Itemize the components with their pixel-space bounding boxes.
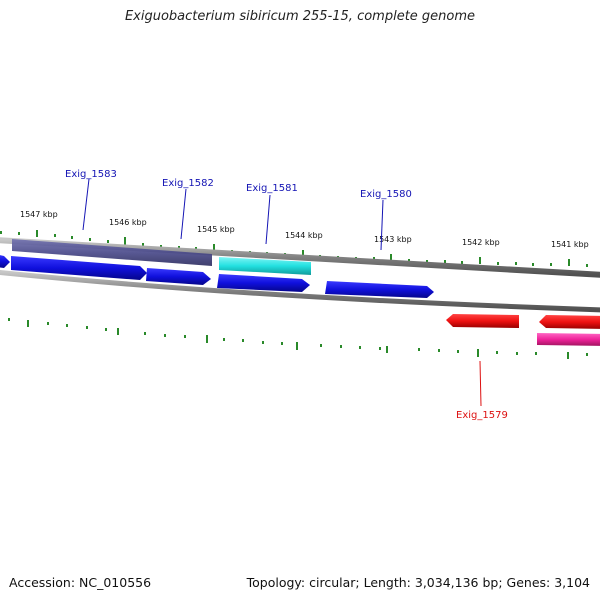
ruler-label: 1546 kbp xyxy=(109,218,147,227)
ruler-label: 1544 kbp xyxy=(285,231,323,240)
map-title: Exiguobacterium sibiricum 255-15, comple… xyxy=(124,9,476,24)
outer-ruler-ticks xyxy=(0,230,588,267)
cds-arrow-reverse xyxy=(539,315,600,329)
ruler-label: 1543 kbp xyxy=(374,235,412,244)
gene-label-exig-1581[interactable]: Exig_1581 xyxy=(246,183,298,194)
feature-band-cyan xyxy=(219,257,311,275)
cds-arrow-forward xyxy=(217,274,310,292)
gene-label-exig-1580[interactable]: Exig_1580 xyxy=(360,189,412,200)
gene-label-exig-1583[interactable]: Exig_1583 xyxy=(65,169,117,180)
ruler-label: 1542 kbp xyxy=(462,238,500,247)
ruler-label: 1545 kbp xyxy=(197,225,235,234)
feature-band-magenta xyxy=(537,333,600,346)
cds-arrow-forward xyxy=(11,256,147,280)
inner-backbone-arc xyxy=(0,269,600,313)
gene-label-leaders xyxy=(82,178,482,407)
genome-summary-text: Topology: circular; Length: 3,034,136 bp… xyxy=(246,575,590,590)
gene-label-exig-1579[interactable]: Exig_1579 xyxy=(456,410,508,421)
cds-arrow-forward xyxy=(325,281,434,298)
ruler-label: 1541 kbp xyxy=(551,240,589,249)
feature-band-slate xyxy=(12,239,212,266)
inner-ruler-ticks xyxy=(8,318,588,359)
accession-text: Accession: NC_010556 xyxy=(9,575,152,590)
cds-arrow-forward xyxy=(146,268,211,285)
gene-label-exig-1582[interactable]: Exig_1582 xyxy=(162,178,214,189)
ruler-label: 1547 kbp xyxy=(20,210,58,219)
ruler-labels: 1547 kbp 1546 kbp 1545 kbp 1544 kbp 1543… xyxy=(20,210,589,249)
cds-arrow-forward xyxy=(0,255,10,268)
cds-arrow-reverse xyxy=(446,314,519,328)
